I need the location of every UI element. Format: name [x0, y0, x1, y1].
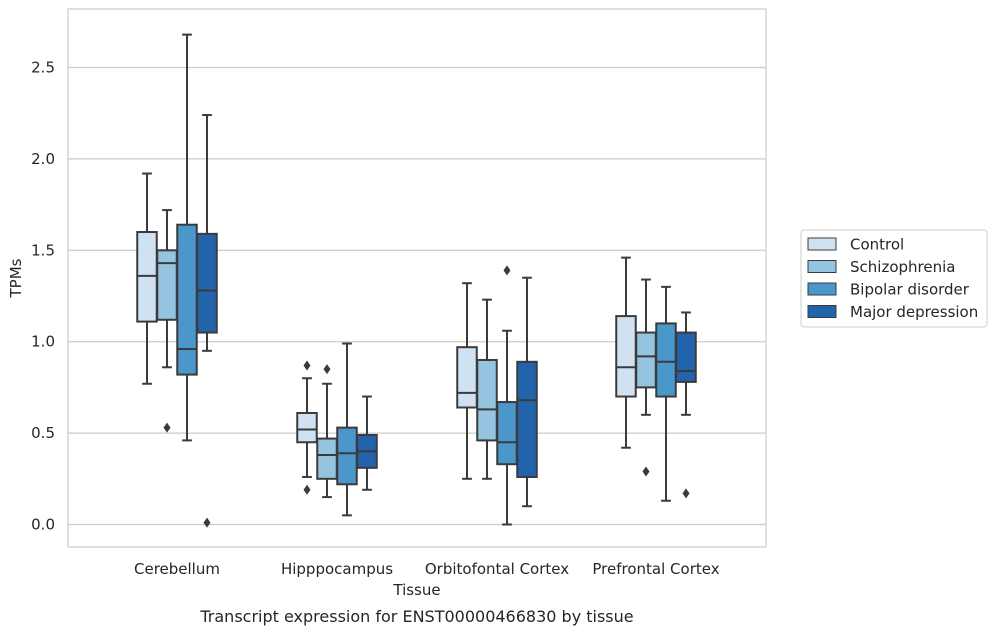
box-body	[635, 331, 657, 389]
x-tick-label: Orbitofontal Cortex	[425, 560, 569, 578]
box-major-depression	[675, 311, 697, 499]
y-tick-label: 0.5	[31, 424, 55, 442]
y-tick-labels: 0.0 0.5 1.0 1.5 2.0 2.5	[31, 59, 55, 534]
outlier-marker	[682, 488, 690, 499]
box-control	[136, 172, 158, 385]
y-tick-label: 1.0	[31, 333, 55, 351]
legend-swatch	[807, 305, 837, 318]
box-major-depression	[356, 395, 378, 491]
y-tick-label: 2.0	[31, 150, 55, 168]
legend-label: Schizophrenia	[850, 258, 955, 276]
box-major-depression	[196, 114, 218, 528]
chart-caption: Transcript expression for ENST0000046683…	[199, 607, 633, 626]
outlier-marker	[303, 360, 311, 371]
x-tick-labels: Cerebellum Hipppocampus Orbitofontal Corte…	[134, 560, 720, 578]
box-body	[675, 331, 697, 383]
legend-swatch	[807, 282, 837, 296]
x-tick-label: Prefrontal Cortex	[592, 560, 719, 578]
outlier-marker	[642, 466, 650, 477]
box-bipolar-disorder	[336, 342, 358, 517]
box-bipolar-disorder	[176, 33, 198, 442]
box-bipolar-disorder	[655, 285, 677, 502]
x-tick-label: Cerebellum	[134, 560, 220, 578]
box-body	[615, 315, 637, 398]
box-body	[496, 401, 518, 466]
outlier-marker	[503, 265, 511, 276]
box-body	[176, 223, 198, 376]
x-axis-label: Tissue	[392, 581, 440, 599]
box-schizophrenia	[156, 209, 178, 433]
outlier-marker	[163, 422, 171, 433]
legend-frame	[800, 229, 988, 328]
box-body	[336, 426, 358, 486]
box-body	[456, 346, 478, 409]
y-tick-label: 0.0	[31, 516, 55, 534]
y-tick-label: 1.5	[31, 241, 55, 259]
outlier-marker	[303, 484, 311, 495]
outlier-marker	[203, 517, 211, 528]
box-body	[296, 411, 318, 444]
box-control	[456, 282, 478, 480]
box-schizophrenia	[476, 298, 498, 480]
legend-items: Control Schizophrenia Bipolar disorder Majo…	[807, 236, 978, 321]
legend-label: Bipolar disorder	[850, 281, 970, 299]
plot-frame	[67, 8, 767, 548]
box-body	[196, 232, 218, 334]
box-body	[316, 437, 338, 480]
box-bipolar-disorder	[496, 265, 518, 526]
box-major-depression	[516, 276, 538, 508]
box-body	[476, 358, 498, 442]
box-body	[156, 249, 178, 321]
legend-label: Control	[850, 236, 904, 254]
box-groups	[136, 33, 697, 528]
legend-label: Major depression	[850, 303, 978, 321]
box-schizophrenia	[635, 278, 657, 477]
y-axis-label: TPMs	[7, 258, 25, 298]
box-control	[296, 360, 318, 495]
box-body	[516, 360, 538, 478]
x-tick-label: Hipppocampus	[281, 560, 393, 578]
legend: Control Schizophrenia Bipolar disorder Majo…	[800, 229, 988, 328]
box-schizophrenia	[316, 364, 338, 499]
legend-swatch	[807, 260, 837, 273]
legend-swatch	[807, 237, 837, 251]
y-tick-label: 2.5	[31, 59, 55, 77]
box-body	[655, 322, 677, 398]
box-control	[615, 256, 637, 449]
outlier-marker	[323, 364, 331, 375]
